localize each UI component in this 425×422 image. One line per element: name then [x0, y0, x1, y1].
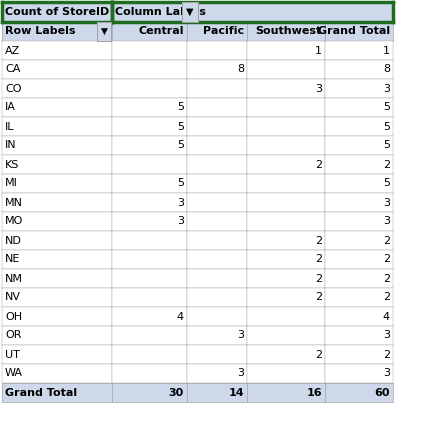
Text: 3: 3 [383, 216, 390, 227]
Text: 14: 14 [228, 387, 244, 398]
Text: 2: 2 [315, 349, 322, 360]
Text: 3: 3 [177, 197, 184, 208]
Text: 2: 2 [383, 235, 390, 246]
Text: 5: 5 [383, 141, 390, 151]
Text: MI: MI [5, 179, 18, 189]
Text: 60: 60 [374, 387, 390, 398]
Text: 30: 30 [169, 387, 184, 398]
Text: Central: Central [139, 27, 184, 36]
Text: 2: 2 [315, 292, 322, 303]
Text: AZ: AZ [5, 46, 20, 56]
Text: 4: 4 [177, 311, 184, 322]
Text: 8: 8 [237, 65, 244, 75]
Text: 5: 5 [177, 141, 184, 151]
Text: ▼: ▼ [101, 27, 108, 36]
Text: 3: 3 [237, 368, 244, 379]
Text: Row Labels: Row Labels [5, 27, 76, 36]
Text: WA: WA [5, 368, 23, 379]
Text: 5: 5 [177, 103, 184, 113]
Text: 2: 2 [383, 292, 390, 303]
Text: 1: 1 [383, 46, 390, 56]
Text: UT: UT [5, 349, 20, 360]
Text: 2: 2 [383, 254, 390, 265]
Text: OR: OR [5, 330, 22, 341]
Text: NV: NV [5, 292, 21, 303]
Text: 2: 2 [315, 160, 322, 170]
Text: 3: 3 [315, 84, 322, 94]
Text: IL: IL [5, 122, 14, 132]
Text: ▼: ▼ [186, 7, 194, 17]
Text: 5: 5 [177, 179, 184, 189]
Text: 3: 3 [383, 330, 390, 341]
Text: 2: 2 [383, 349, 390, 360]
Text: MO: MO [5, 216, 23, 227]
Text: Southwest: Southwest [256, 27, 322, 36]
Text: NM: NM [5, 273, 23, 284]
Text: Pacific: Pacific [203, 27, 244, 36]
Text: 3: 3 [383, 84, 390, 94]
Text: Column Labels: Column Labels [115, 7, 206, 17]
Text: 5: 5 [383, 179, 390, 189]
Text: 2: 2 [383, 273, 390, 284]
Text: 8: 8 [383, 65, 390, 75]
Text: 3: 3 [383, 368, 390, 379]
Text: 5: 5 [177, 122, 184, 132]
Text: 16: 16 [306, 387, 322, 398]
Text: 4: 4 [383, 311, 390, 322]
Text: 5: 5 [383, 103, 390, 113]
Text: ND: ND [5, 235, 22, 246]
Text: 2: 2 [315, 254, 322, 265]
Text: KS: KS [5, 160, 20, 170]
Text: NE: NE [5, 254, 20, 265]
Text: Grand Total: Grand Total [5, 387, 77, 398]
Text: Grand Total: Grand Total [318, 27, 390, 36]
Text: OH: OH [5, 311, 22, 322]
Text: Count of StoreID: Count of StoreID [5, 7, 109, 17]
Text: 1: 1 [315, 46, 322, 56]
Text: IA: IA [5, 103, 16, 113]
Text: MN: MN [5, 197, 23, 208]
Text: 3: 3 [383, 197, 390, 208]
Text: CA: CA [5, 65, 20, 75]
Text: 3: 3 [177, 216, 184, 227]
Text: CO: CO [5, 84, 22, 94]
Text: 3: 3 [237, 330, 244, 341]
Text: 2: 2 [383, 160, 390, 170]
Text: IN: IN [5, 141, 17, 151]
Text: 5: 5 [383, 122, 390, 132]
Text: 2: 2 [315, 273, 322, 284]
Text: 2: 2 [315, 235, 322, 246]
